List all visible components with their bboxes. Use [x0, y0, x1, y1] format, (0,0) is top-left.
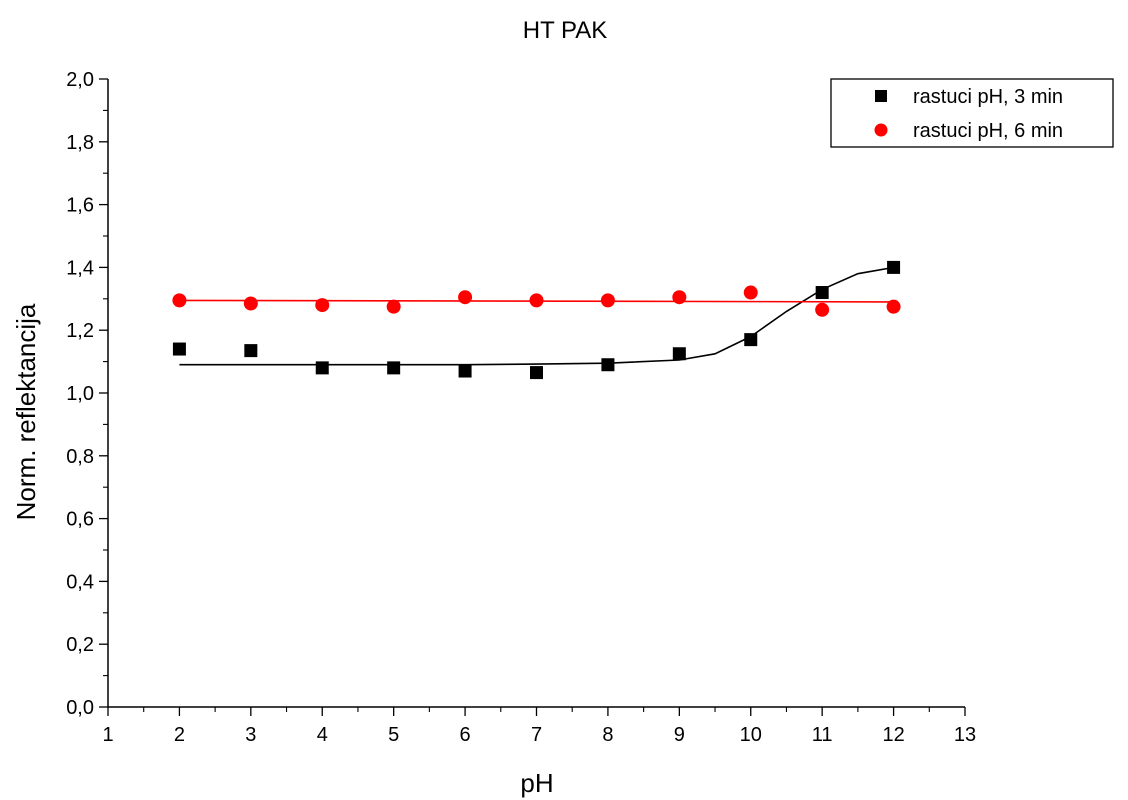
data-point-series-1: [601, 358, 615, 372]
y-tick-label: 0,0: [66, 697, 94, 719]
x-tick-label: 3: [245, 724, 256, 746]
y-tick-label: 1,2: [66, 320, 94, 342]
fit-line-series-1: [179, 266, 894, 366]
data-point-series-1: [458, 364, 472, 378]
legend: rastuci pH, 3 min rastuci pH, 6 min: [830, 78, 1114, 148]
legend-entry-series-2: rastuci pH, 6 min: [913, 120, 1063, 142]
x-tick-label: 9: [674, 724, 685, 746]
data-point-series-1: [315, 361, 329, 375]
legend-marker-square: [875, 90, 887, 102]
data-point-series-2: [529, 293, 544, 308]
x-tick-label: 4: [317, 724, 328, 746]
x-tick-label: 8: [602, 724, 613, 746]
y-tick-label: 1,8: [66, 132, 94, 154]
data-point-series-2: [815, 302, 830, 317]
x-tick-label: 1: [102, 724, 113, 746]
data-point-series-2: [886, 299, 901, 314]
data-point-series-2: [315, 298, 330, 313]
y-tick-label: 0,2: [66, 634, 94, 656]
data-point-series-2: [600, 293, 615, 308]
data-point-series-1: [172, 342, 186, 356]
data-point-series-2: [672, 290, 687, 305]
x-tick-label: 7: [531, 724, 542, 746]
y-tick-label: 0,4: [66, 571, 94, 593]
data-point-series-1: [244, 344, 258, 358]
x-tick-label: 11: [812, 724, 833, 746]
data-point-series-2: [172, 293, 187, 308]
data-point-series-1: [815, 286, 829, 300]
data-point-series-2: [458, 290, 473, 305]
y-tick-label: 2,0: [66, 69, 94, 91]
data-point-series-2: [386, 299, 401, 314]
legend-marker-circle: [874, 123, 888, 137]
data-point-series-1: [530, 366, 543, 380]
y-axis-label: Norm. reflektancija: [11, 303, 41, 520]
plot-area: 1 2 3 4 5 6 7 8 9 10 11 12 130,00,20,40,60,81,01,21,…: [66, 69, 976, 746]
data-point-series-1: [387, 361, 401, 375]
legend-entry-series-1: rastuci pH, 3 min: [913, 86, 1063, 108]
y-tick-label: 1,0: [66, 383, 94, 405]
data-point-series-2: [243, 296, 258, 311]
y-tick-label: 0,6: [66, 509, 94, 531]
data-point-series-1: [744, 333, 758, 347]
x-axis-label: pH: [520, 768, 553, 798]
x-tick-label: 2: [174, 724, 185, 746]
y-tick-label: 1,4: [66, 257, 94, 279]
chart-title: HT PAK: [523, 17, 607, 44]
x-tick-label: 13: [954, 724, 976, 746]
x-tick-label: 10: [740, 724, 762, 746]
data-point-series-1: [887, 260, 901, 274]
x-tick-label: 5: [388, 724, 399, 746]
data-point-series-1: [672, 347, 686, 361]
data-point-series-2: [743, 285, 758, 300]
x-tick-label: 12: [882, 724, 904, 746]
y-tick-label: 0,8: [66, 446, 94, 468]
x-tick-label: 6: [460, 724, 471, 746]
y-tick-label: 1,6: [66, 195, 94, 217]
